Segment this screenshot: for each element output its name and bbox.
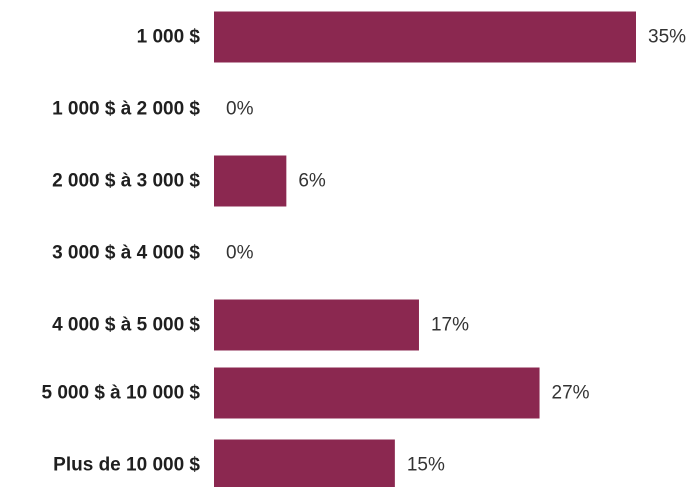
value-label-0: 35% bbox=[648, 27, 686, 48]
bar-4 bbox=[214, 299, 419, 351]
value-label-5: 27% bbox=[552, 383, 590, 404]
category-label-3: 3 000 $ à 4 000 $ bbox=[52, 243, 200, 264]
bar-0 bbox=[214, 11, 636, 63]
category-label-4: 4 000 $ à 5 000 $ bbox=[52, 315, 200, 336]
bar-5 bbox=[214, 367, 540, 419]
bars-layer bbox=[214, 11, 636, 491]
value-label-2: 6% bbox=[298, 171, 326, 192]
value-label-1: 0% bbox=[226, 99, 254, 120]
value-label-4: 17% bbox=[431, 315, 469, 336]
value-label-3: 0% bbox=[226, 243, 254, 264]
labels-layer: 1 000 $ 35% 1 000 $ à 2 000 $ 0% 2 000 $ à 3… bbox=[42, 27, 687, 476]
bar-6 bbox=[214, 439, 395, 491]
value-label-6: 15% bbox=[407, 455, 445, 476]
category-label-2: 2 000 $ à 3 000 $ bbox=[52, 171, 200, 192]
category-label-0: 1 000 $ bbox=[137, 27, 201, 48]
category-label-5: 5 000 $ à 10 000 $ bbox=[42, 383, 201, 404]
category-label-6: Plus de 10 000 $ bbox=[53, 455, 200, 476]
bar-2 bbox=[214, 155, 287, 207]
category-label-1: 1 000 $ à 2 000 $ bbox=[52, 99, 200, 120]
